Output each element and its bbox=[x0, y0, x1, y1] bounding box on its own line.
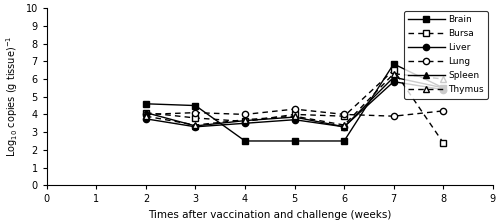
Lung bbox=[143, 113, 149, 116]
Thymus bbox=[440, 78, 446, 80]
Thymus bbox=[292, 115, 298, 118]
Y-axis label: Log$_{10}$ copies (g tissue)$^{-1}$: Log$_{10}$ copies (g tissue)$^{-1}$ bbox=[4, 36, 20, 157]
Line: Lung: Lung bbox=[143, 106, 446, 119]
Bursa bbox=[143, 111, 149, 114]
Brain bbox=[390, 62, 396, 65]
Liver bbox=[292, 118, 298, 121]
Thymus bbox=[192, 124, 198, 126]
Lung bbox=[440, 110, 446, 112]
Brain bbox=[341, 140, 347, 142]
Brain bbox=[192, 104, 198, 107]
Spleen bbox=[242, 119, 248, 122]
Line: Spleen: Spleen bbox=[143, 74, 446, 130]
Bursa bbox=[292, 113, 298, 116]
Line: Brain: Brain bbox=[143, 61, 446, 144]
Lung bbox=[242, 113, 248, 116]
Thymus bbox=[341, 124, 347, 126]
Thymus bbox=[390, 72, 396, 75]
Lung bbox=[390, 115, 396, 118]
Line: Bursa: Bursa bbox=[143, 67, 446, 146]
Bursa bbox=[390, 69, 396, 71]
Liver bbox=[440, 88, 446, 91]
Bursa bbox=[440, 141, 446, 144]
X-axis label: Times after vaccination and challenge (weeks): Times after vaccination and challenge (w… bbox=[148, 210, 392, 220]
Liver bbox=[192, 125, 198, 128]
Line: Liver: Liver bbox=[143, 79, 446, 130]
Thymus bbox=[143, 115, 149, 118]
Spleen bbox=[390, 76, 396, 79]
Liver bbox=[242, 122, 248, 125]
Spleen bbox=[440, 86, 446, 89]
Bursa bbox=[192, 117, 198, 119]
Lung bbox=[192, 111, 198, 114]
Liver bbox=[390, 80, 396, 83]
Brain bbox=[292, 140, 298, 142]
Lung bbox=[341, 113, 347, 116]
Brain bbox=[440, 86, 446, 89]
Brain bbox=[143, 102, 149, 105]
Spleen bbox=[192, 125, 198, 127]
Thymus bbox=[242, 118, 248, 121]
Legend: Brain, Bursa, Liver, Lung, Spleen, Thymus: Brain, Bursa, Liver, Lung, Spleen, Thymu… bbox=[404, 11, 488, 99]
Brain bbox=[242, 140, 248, 142]
Line: Thymus: Thymus bbox=[143, 71, 446, 128]
Bursa bbox=[242, 120, 248, 123]
Bursa bbox=[341, 115, 347, 118]
Spleen bbox=[341, 125, 347, 128]
Spleen bbox=[292, 116, 298, 118]
Spleen bbox=[143, 111, 149, 114]
Liver bbox=[341, 125, 347, 128]
Lung bbox=[292, 108, 298, 110]
Liver bbox=[143, 118, 149, 120]
